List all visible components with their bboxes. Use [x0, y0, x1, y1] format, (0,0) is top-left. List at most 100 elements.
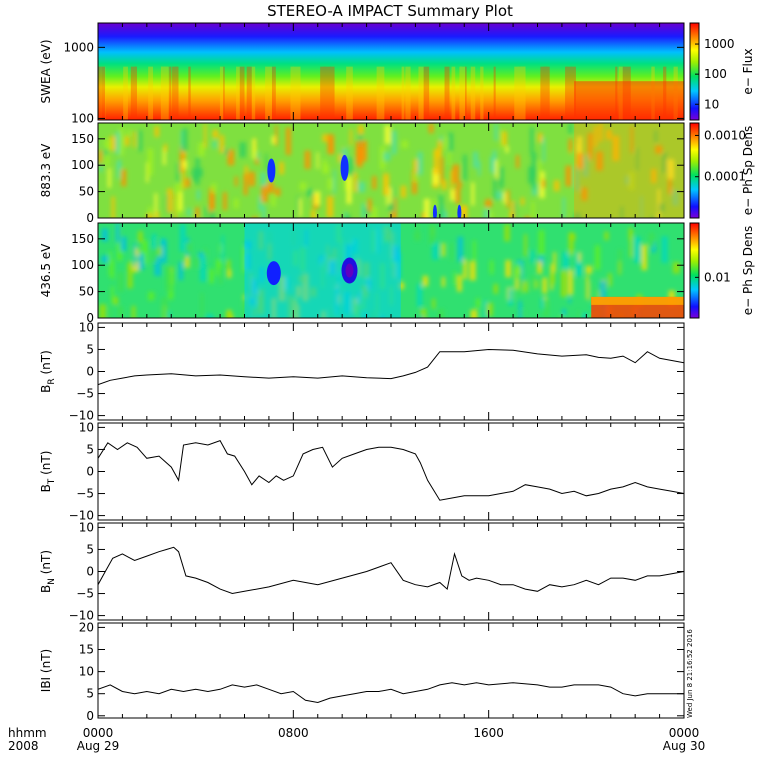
spectrogram-streak [542, 277, 548, 294]
spectrogram-streak [629, 229, 633, 258]
spectrogram-streak [191, 168, 199, 181]
spectrogram-streak [346, 66, 353, 120]
spectrogram-streak [612, 135, 620, 161]
spectrogram-streak [314, 213, 318, 218]
spectrogram-streak [169, 66, 172, 120]
colorbar-scale [689, 122, 700, 219]
spectrogram-streak [517, 274, 522, 295]
spectrogram-streak [606, 317, 611, 318]
spectrogram-streak [358, 132, 363, 149]
spectrogram-streak [138, 130, 143, 152]
ylabel-unit: (nT) [39, 649, 53, 677]
spectrogram-streak [562, 308, 566, 316]
spectrogram-streak [518, 300, 522, 318]
panel-3: 0 50 100 150 436.5 eV [39, 222, 685, 325]
spectrogram-streak [212, 129, 219, 139]
colorbar-3: 0.01 e− Ph Sp Dens [689, 222, 755, 319]
spectrogram-streak [262, 205, 266, 218]
spectrogram-streak [134, 66, 137, 120]
ytick-label: 150 [71, 132, 94, 146]
spectrogram-streak [203, 123, 207, 148]
ytick-label: 50 [79, 285, 94, 299]
spectrogram-streak [411, 170, 418, 195]
spectrogram-streak [657, 189, 661, 211]
spectrogram-streak [487, 211, 493, 218]
spectrogram-streak [239, 142, 247, 158]
spectrogram-streak [500, 129, 503, 150]
series-line-7 [98, 682, 684, 704]
panel-5: −10 −5 0 5 10 BT (nT) [39, 420, 685, 523]
spectrogram-streak [113, 296, 119, 305]
colorbar-label: e− Ph Sp Dens [741, 126, 755, 215]
spectrogram-streak [133, 248, 139, 257]
spectrogram-streak [209, 268, 214, 284]
spectrogram-streak [429, 224, 436, 245]
spectrogram-streak [109, 305, 113, 318]
spectrogram-streak [398, 282, 405, 290]
ytick-label: 0 [86, 565, 94, 579]
spectrogram-streak [565, 165, 572, 187]
spectrogram-streak [417, 151, 423, 175]
spectrogram-streak [508, 288, 514, 306]
spectrogram-streak [630, 126, 633, 153]
colorbar-label: e− Ph Sp Dens [741, 226, 755, 315]
spectrogram-streak [174, 66, 179, 120]
spectrogram-streak [292, 66, 301, 120]
spectrogram-streak [101, 228, 109, 242]
spectrogram-streak [179, 224, 186, 252]
spectrogram-streak [327, 178, 334, 190]
spectrogram-streak [574, 213, 581, 218]
spectrogram-streak [559, 315, 563, 318]
spectrogram-streak [296, 195, 300, 216]
spectrogram-streak [133, 243, 136, 268]
spectrogram-streak [290, 66, 294, 120]
spectrogram-streak [356, 147, 363, 168]
spectrogram-streak [542, 137, 546, 162]
spectrogram-streak [489, 260, 494, 275]
spectrogram-streak [127, 263, 133, 289]
spectrogram-streak [450, 189, 455, 202]
spectrogram-streak [117, 159, 122, 170]
spectrogram-streak [534, 279, 539, 289]
spectrogram-streak [98, 150, 103, 164]
spectrogram-streak [219, 244, 222, 253]
time-tick-label: 1600 [473, 726, 504, 740]
spectrogram-streak [111, 259, 115, 280]
spectrogram-streak [423, 66, 430, 120]
spectrogram-streak [568, 123, 573, 134]
spectrogram-streak [531, 201, 535, 218]
spectrogram-enhancement [574, 123, 684, 218]
spectrogram-streak [180, 130, 184, 151]
spectrogram-streak [405, 66, 411, 120]
spectrogram-streak [484, 199, 492, 208]
spectrogram-streak [162, 147, 166, 165]
spectrogram-streak [111, 285, 114, 304]
panel-7-frame [97, 622, 685, 719]
spectrogram-streak [172, 66, 178, 120]
spectrogram-streak [380, 146, 386, 170]
spectrogram-streak [195, 207, 200, 218]
spectrogram-streak [448, 151, 451, 166]
spectrogram-streak [242, 246, 246, 273]
spectrogram-streak [586, 275, 589, 300]
spectrogram-streak [662, 152, 667, 173]
spectrogram-streak [99, 165, 103, 172]
spectrogram-streak [176, 162, 179, 184]
spectrogram-streak [322, 159, 327, 173]
spectrogram-streak [495, 160, 498, 179]
spectrogram-streak [200, 293, 204, 317]
spectrogram-streak [346, 176, 352, 204]
ytick-label: 20 [79, 620, 94, 634]
spectrogram-streak [472, 151, 479, 169]
spectrogram-streak [566, 66, 572, 120]
spectrogram-streak [472, 240, 476, 261]
ytick-label: 50 [79, 185, 94, 199]
spectrogram-streak [209, 211, 216, 218]
panel-5-frame [97, 422, 685, 521]
spectrogram-streak [655, 145, 663, 154]
spectrogram-streak [101, 66, 105, 120]
spectrogram-streak [531, 183, 538, 196]
spectrogram-streak [667, 159, 675, 180]
ylabel-unit: (nT) [39, 350, 53, 378]
spectrogram-streak [383, 173, 390, 196]
